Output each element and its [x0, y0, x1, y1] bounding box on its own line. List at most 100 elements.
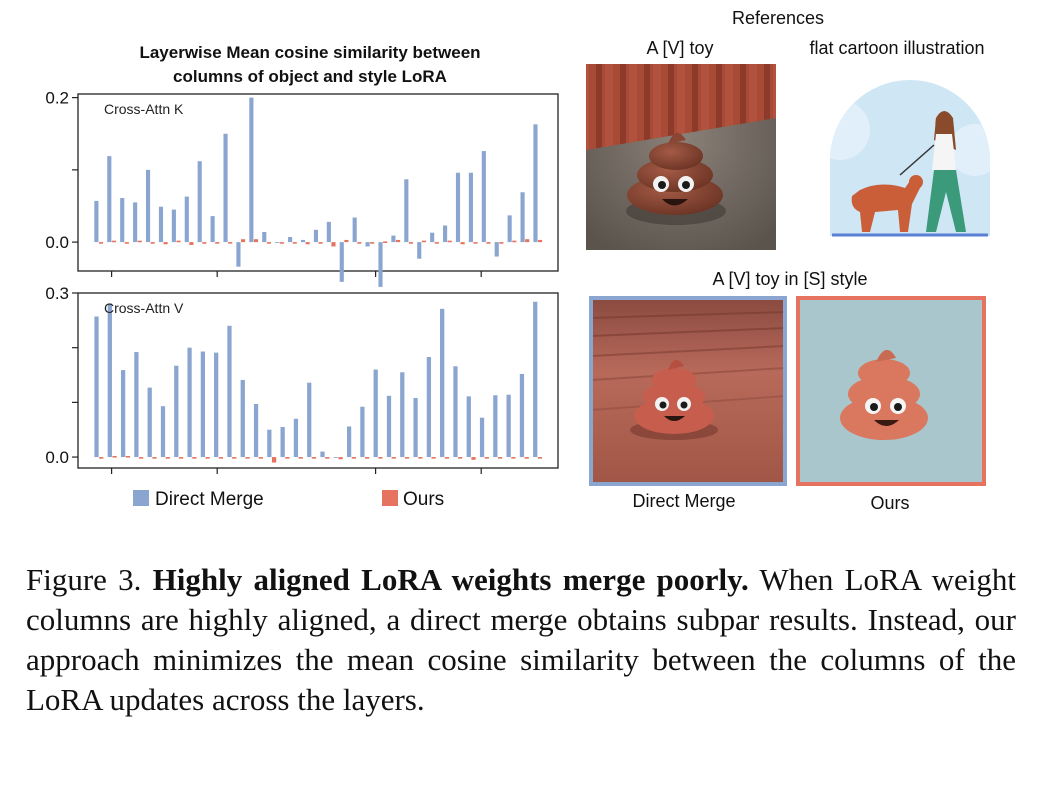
direct-merge-image — [589, 296, 787, 486]
bar-ours — [391, 457, 396, 459]
bar-ours — [245, 457, 250, 459]
bar-ours — [486, 242, 491, 244]
panel-title-cross-attn-v: Cross-Attn V — [104, 300, 184, 316]
bar-ours — [525, 239, 530, 243]
bar-direct-merge — [147, 387, 152, 458]
bar-ours — [418, 457, 423, 459]
bar-direct-merge — [426, 356, 431, 458]
bar-ours — [98, 242, 104, 244]
bar-ours — [298, 457, 303, 459]
reference-toy-photo — [586, 64, 776, 250]
bar-ours — [165, 457, 170, 459]
bar-ours — [378, 457, 383, 459]
bar-ours — [497, 457, 503, 459]
bar-direct-merge — [280, 426, 285, 458]
bar-direct-merge — [120, 198, 125, 243]
bar-direct-merge — [391, 235, 396, 243]
bar-ours — [139, 457, 144, 459]
legend: Direct Merge Ours — [133, 489, 444, 510]
bar-direct-merge — [365, 242, 370, 247]
legend-swatch-ours — [382, 490, 398, 506]
bar-direct-merge — [253, 404, 259, 458]
bar-direct-merge — [378, 242, 383, 287]
bar-direct-merge — [210, 216, 215, 243]
legend-label-ours: Ours — [403, 489, 444, 510]
reference-style-illustration — [830, 80, 990, 237]
bar-ours — [292, 242, 297, 244]
references-label: References — [732, 8, 824, 28]
bar-direct-merge — [214, 352, 219, 458]
bar-direct-merge — [533, 301, 538, 458]
bar-direct-merge — [293, 418, 299, 458]
caption-figure-label: Figure 3. — [26, 562, 142, 597]
ref-style-label: flat cartoon illustration — [809, 38, 984, 58]
ours-image — [796, 296, 986, 486]
bar-ours — [266, 242, 271, 244]
bar-ours — [365, 457, 370, 459]
bar-ours — [125, 455, 130, 458]
bar-direct-merge — [275, 242, 280, 243]
bar-ours — [511, 457, 516, 459]
bar-ours — [258, 457, 263, 459]
y-tick-label-cross-attn-v: 0.3 — [45, 284, 69, 303]
generated-label: A [V] toy in [S] style — [712, 269, 867, 289]
bar-direct-merge — [200, 351, 205, 458]
bar-ours — [271, 457, 277, 463]
direct-merge-image-label: Direct Merge — [632, 491, 735, 511]
bar-ours — [537, 457, 543, 459]
bar-ours — [318, 242, 323, 244]
bar-ours — [460, 242, 465, 245]
bar-direct-merge — [240, 379, 245, 458]
bar-direct-merge — [158, 206, 164, 243]
bar-ours — [152, 457, 157, 459]
bar-direct-merge — [249, 97, 254, 243]
ref-toy-label: A [V] toy — [646, 38, 713, 58]
bar-ours — [338, 457, 343, 460]
bar-direct-merge — [352, 217, 357, 243]
bar-ours — [178, 457, 184, 459]
legend-label-direct-merge: Direct Merge — [155, 489, 264, 510]
bar-ours — [408, 242, 414, 244]
bar-ours — [285, 457, 290, 459]
bar-direct-merge — [333, 457, 338, 458]
bar-direct-merge — [236, 242, 241, 267]
bar-ours — [205, 457, 210, 459]
bar-direct-merge — [313, 229, 318, 243]
bar-direct-merge — [133, 202, 138, 243]
bar-direct-merge — [94, 316, 99, 458]
y-tick-label-cross-attn-k: 0.0 — [45, 233, 69, 252]
bar-direct-merge — [107, 156, 112, 243]
bar-ours — [370, 242, 375, 244]
chart-cross-attn-k: 0.2 0.0 Cross-Attn K — [45, 89, 559, 287]
bar-direct-merge — [479, 417, 485, 458]
bar-direct-merge — [227, 325, 232, 458]
y-tick-label-cross-attn-k: 0.2 — [45, 89, 69, 108]
bar-direct-merge — [134, 352, 139, 458]
bar-direct-merge — [300, 239, 306, 243]
bar-ours — [99, 457, 104, 459]
bar-ours — [357, 242, 362, 244]
bar-ours — [305, 242, 310, 245]
bar-direct-merge — [468, 172, 473, 243]
bar-ours — [538, 239, 543, 243]
caption-bold-title: Highly aligned LoRA weights merge poorly… — [152, 562, 749, 597]
bar-ours — [512, 240, 517, 243]
bar-ours — [473, 242, 478, 244]
bar-direct-merge — [453, 366, 458, 458]
bar-direct-merge — [386, 395, 392, 458]
bar-ours — [124, 242, 129, 244]
bar-ours — [163, 242, 168, 245]
bar-ours — [218, 457, 224, 459]
bar-ours — [484, 457, 489, 459]
bar-ours — [311, 457, 317, 459]
bar-ours — [279, 242, 284, 244]
bar-direct-merge — [160, 406, 166, 458]
chart-title-line-1: Layerwise Mean cosine similarity between — [139, 43, 480, 62]
bar-direct-merge — [145, 169, 151, 243]
bar-direct-merge — [494, 242, 499, 257]
bar-direct-merge — [466, 396, 471, 458]
bar-ours — [447, 240, 452, 243]
direct-merge-frame — [589, 296, 787, 486]
bar-ours — [458, 457, 463, 459]
bar-direct-merge — [223, 133, 228, 243]
